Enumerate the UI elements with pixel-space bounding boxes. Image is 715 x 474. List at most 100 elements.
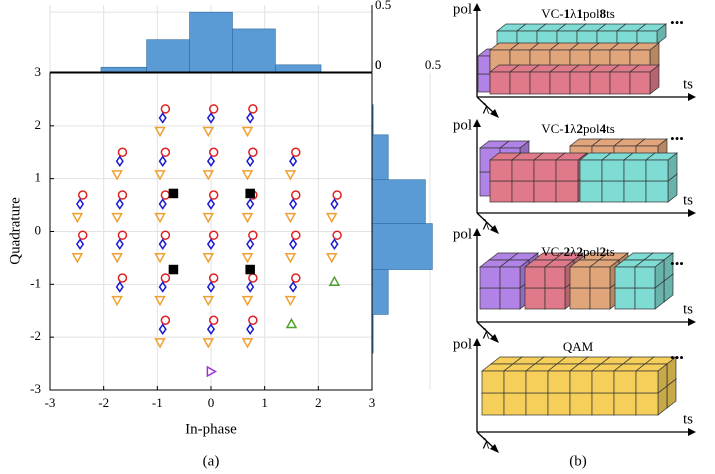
point bbox=[206, 238, 216, 250]
point bbox=[291, 273, 301, 283]
point bbox=[117, 273, 128, 283]
cube-front bbox=[579, 159, 603, 182]
point bbox=[71, 212, 84, 224]
point bbox=[328, 275, 341, 287]
cube-front bbox=[629, 71, 651, 95]
histogram-bar bbox=[232, 28, 276, 73]
cube-front bbox=[556, 30, 578, 45]
point bbox=[284, 253, 297, 264]
point bbox=[158, 281, 167, 293]
point bbox=[160, 230, 171, 240]
cube-front bbox=[529, 71, 551, 95]
point bbox=[289, 281, 298, 293]
point bbox=[158, 198, 167, 210]
point bbox=[289, 238, 298, 250]
cube-shade bbox=[667, 379, 676, 408]
cube-shade bbox=[668, 174, 677, 202]
histogram-bar bbox=[371, 223, 433, 270]
title-part: pol bbox=[583, 244, 600, 259]
point bbox=[248, 104, 258, 114]
y-tick-label: -3 bbox=[30, 381, 41, 396]
cube-front bbox=[579, 180, 603, 203]
title-part: 1 bbox=[576, 6, 583, 21]
arrow-head bbox=[490, 334, 499, 343]
cube-front bbox=[596, 30, 618, 45]
point bbox=[325, 212, 338, 224]
arrow-head bbox=[473, 119, 481, 127]
cube-front bbox=[634, 266, 656, 289]
point bbox=[117, 190, 128, 200]
cube-front bbox=[509, 71, 531, 95]
point bbox=[284, 170, 297, 181]
histogram-bar bbox=[371, 179, 426, 224]
histogram-bar bbox=[146, 39, 190, 73]
cube-shade bbox=[664, 274, 673, 302]
point bbox=[208, 230, 219, 240]
point bbox=[158, 155, 167, 168]
cube-front bbox=[569, 392, 593, 416]
histogram-bar bbox=[189, 11, 233, 73]
point bbox=[77, 230, 88, 240]
title-part: pol bbox=[583, 6, 600, 21]
cube-shade bbox=[668, 153, 677, 181]
cube-front bbox=[479, 266, 501, 289]
y-axis-label: Quadrature bbox=[7, 197, 23, 265]
x-tick-label: 0 bbox=[375, 57, 382, 72]
point bbox=[248, 147, 258, 157]
point bbox=[245, 264, 255, 275]
axis-label: ts bbox=[683, 76, 693, 92]
point bbox=[160, 315, 171, 326]
point bbox=[248, 230, 258, 240]
arrow-head bbox=[688, 209, 696, 217]
point bbox=[71, 253, 84, 264]
arrow-head bbox=[473, 3, 481, 11]
title-part: 2 bbox=[564, 244, 571, 259]
cube-front bbox=[499, 266, 521, 289]
arrow-head bbox=[490, 225, 499, 234]
y-tick-label: 0.5 bbox=[375, 0, 391, 12]
cube-front bbox=[489, 180, 513, 203]
title-part: ts bbox=[606, 6, 615, 21]
point bbox=[77, 190, 88, 200]
cube-front bbox=[634, 287, 656, 310]
title-part: λ bbox=[570, 244, 577, 259]
cube-front bbox=[479, 287, 501, 310]
cube-front bbox=[601, 159, 625, 182]
axis-label: λ bbox=[482, 326, 490, 342]
x-axis-label: In-phase bbox=[185, 421, 237, 437]
point bbox=[208, 315, 219, 326]
cube-front bbox=[511, 159, 535, 182]
axis-label: ts bbox=[683, 411, 693, 427]
cube-front bbox=[489, 71, 511, 95]
axis-label: ts bbox=[683, 301, 693, 317]
point bbox=[208, 104, 219, 114]
point bbox=[208, 273, 219, 283]
cube-front bbox=[589, 287, 611, 310]
x-tick-label: 2 bbox=[315, 395, 322, 410]
histogram-bar bbox=[100, 66, 147, 73]
point bbox=[291, 147, 301, 157]
cube-shade bbox=[655, 281, 664, 309]
x-tick-label: -2 bbox=[98, 395, 109, 410]
cube-front bbox=[511, 180, 535, 203]
cube-front bbox=[481, 370, 505, 394]
y-tick-label: 2 bbox=[35, 117, 42, 132]
y-tick-label: 1 bbox=[35, 170, 42, 185]
point bbox=[111, 212, 123, 224]
axis-label: pol bbox=[453, 1, 472, 17]
axis-arrow bbox=[476, 431, 496, 450]
cube-front bbox=[525, 392, 549, 416]
point bbox=[241, 338, 254, 349]
cube-front bbox=[589, 266, 611, 289]
axis-label: pol bbox=[453, 226, 472, 242]
y-tick-label: -2 bbox=[30, 328, 41, 343]
axis-label: pol bbox=[453, 336, 472, 352]
title-part: 1 bbox=[564, 6, 571, 21]
cube-front bbox=[623, 159, 647, 182]
ellipsis: ••• bbox=[670, 131, 684, 146]
point bbox=[111, 253, 123, 264]
diagram-title: VC-1λ1pol8ts bbox=[541, 6, 615, 21]
point bbox=[241, 295, 254, 307]
axis-label: λ bbox=[482, 101, 490, 117]
